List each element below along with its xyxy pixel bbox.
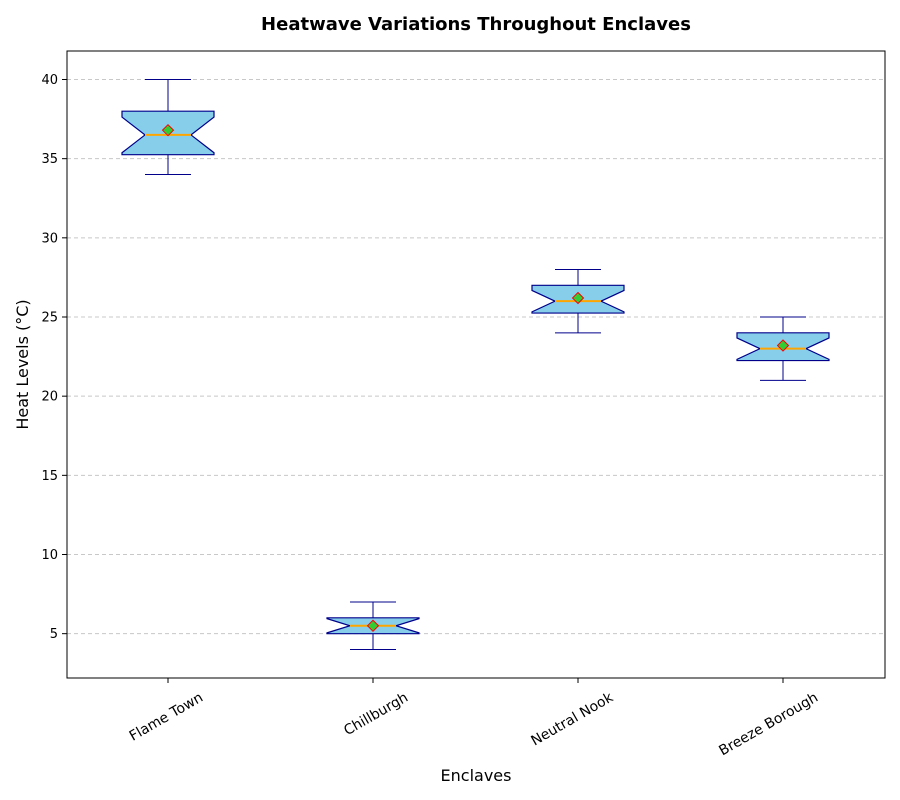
x-tick-label: Neutral Nook bbox=[528, 689, 616, 749]
boxes-layer bbox=[121, 79, 830, 650]
y-tick-label: 30 bbox=[41, 231, 58, 246]
y-tick-label: 15 bbox=[41, 469, 58, 484]
y-tick-label: 35 bbox=[41, 152, 58, 167]
plot-frame bbox=[66, 50, 886, 679]
mean-marker bbox=[571, 291, 585, 305]
y-tick-label: 5 bbox=[50, 627, 58, 642]
box-neutral-nook bbox=[531, 269, 625, 334]
mean-marker bbox=[776, 339, 790, 352]
x-tick-label: Breeze Borough bbox=[716, 690, 821, 760]
x-axis: Flame Town Chillburgh Neutral Nook Breeze B… bbox=[127, 678, 821, 759]
y-axis-label: Heat Levels (°C) bbox=[13, 299, 32, 429]
y-tick-label: 25 bbox=[41, 311, 58, 326]
x-axis-label: Enclaves bbox=[441, 766, 512, 785]
grid-layer bbox=[67, 79, 885, 635]
y-tick-label: 10 bbox=[41, 548, 58, 563]
mean-marker bbox=[366, 619, 380, 632]
x-tick-label: Flame Town bbox=[127, 690, 206, 745]
mean-marker bbox=[161, 123, 175, 137]
y-tick-label: 40 bbox=[41, 73, 58, 88]
chart-title: Heatwave Variations Throughout Enclaves bbox=[261, 14, 691, 35]
x-tick-label: Chillburgh bbox=[341, 690, 411, 740]
y-tick-label: 20 bbox=[41, 390, 58, 405]
box-chillburgh bbox=[326, 601, 420, 650]
box-flame-town bbox=[121, 79, 215, 175]
y-axis: 5 10 15 20 25 30 35 40 bbox=[41, 73, 67, 642]
box-breeze-borough bbox=[736, 316, 830, 381]
